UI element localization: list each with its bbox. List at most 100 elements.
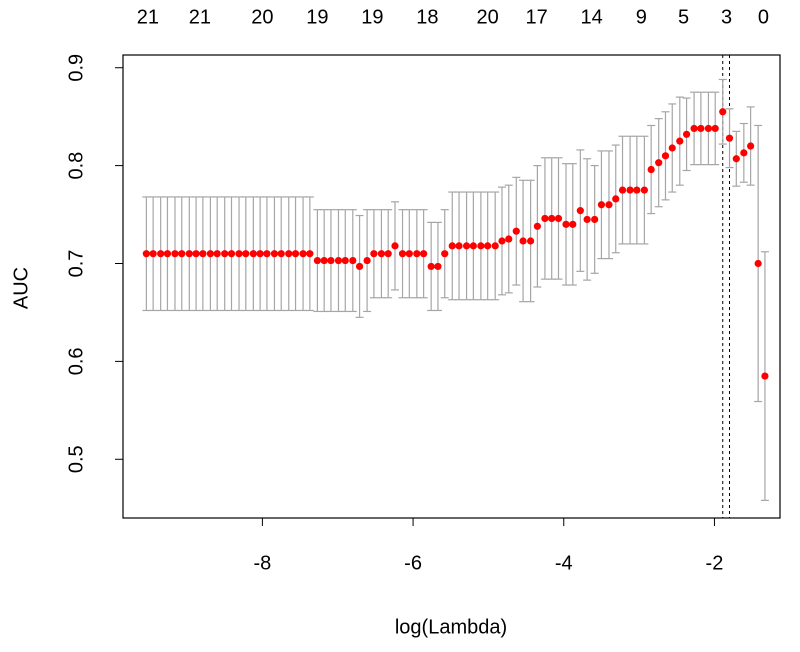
- point: [192, 250, 200, 258]
- top-axis-label: 19: [306, 6, 328, 28]
- x-axis-label: log(Lambda): [395, 616, 507, 638]
- point: [612, 195, 620, 203]
- point: [227, 250, 236, 258]
- top-axis-label: 17: [526, 6, 548, 28]
- top-axis-label: 14: [581, 6, 603, 28]
- point: [682, 130, 691, 138]
- top-axis-label: 21: [137, 6, 159, 28]
- point: [291, 250, 300, 258]
- point: [477, 242, 485, 250]
- point: [149, 250, 157, 258]
- top-axis-label: 21: [189, 6, 211, 28]
- point: [519, 237, 527, 245]
- point: [355, 262, 364, 271]
- point: [242, 250, 250, 258]
- point: [178, 250, 186, 258]
- x-tick-label: -6: [404, 552, 422, 574]
- plot-box: [122, 54, 781, 519]
- x-tick-label: -8: [253, 552, 271, 574]
- point: [270, 250, 279, 258]
- y-tick-label: 0.6: [65, 347, 87, 375]
- point: [334, 256, 343, 265]
- point: [725, 134, 734, 142]
- y-tick-label: 0.9: [65, 54, 87, 82]
- point: [562, 220, 570, 228]
- point: [313, 256, 321, 265]
- point: [761, 372, 769, 380]
- y-tick-label: 0.5: [65, 445, 87, 473]
- point: [633, 186, 641, 194]
- point: [704, 124, 713, 133]
- point: [719, 108, 727, 116]
- point: [448, 242, 456, 250]
- point: [263, 250, 271, 258]
- point: [384, 250, 392, 258]
- point: [668, 144, 676, 152]
- top-axis-label: 0: [758, 6, 769, 28]
- point: [185, 250, 193, 258]
- top-axis-label: 9: [636, 6, 647, 28]
- top-axis-label: 3: [721, 6, 732, 28]
- point: [142, 250, 150, 258]
- point: [377, 250, 386, 258]
- point: [299, 250, 307, 258]
- point: [455, 242, 463, 250]
- point: [541, 214, 549, 223]
- point: [221, 250, 229, 258]
- point: [661, 152, 670, 160]
- point: [732, 155, 740, 163]
- point: [597, 201, 606, 209]
- top-axis-label: 18: [416, 6, 438, 28]
- point: [505, 235, 513, 243]
- point: [655, 159, 663, 167]
- point: [469, 242, 477, 250]
- point: [235, 250, 243, 258]
- point: [591, 215, 599, 224]
- point: [618, 186, 627, 194]
- point: [583, 215, 591, 224]
- point: [527, 237, 535, 245]
- point: [554, 214, 563, 223]
- y-tick-label: 0.7: [65, 250, 87, 278]
- x-tick-label: -4: [555, 552, 573, 574]
- point: [157, 250, 165, 258]
- point: [647, 165, 655, 174]
- point: [285, 250, 293, 258]
- point: [163, 250, 172, 258]
- point: [427, 262, 435, 271]
- point: [349, 256, 357, 265]
- point: [569, 220, 577, 228]
- point: [320, 256, 328, 265]
- point: [363, 256, 371, 265]
- point: [213, 250, 221, 258]
- point: [405, 250, 413, 258]
- point: [327, 256, 335, 265]
- point: [306, 250, 314, 258]
- y-tick-label: 0.8: [65, 152, 87, 180]
- point: [740, 149, 748, 157]
- point: [491, 242, 499, 250]
- point: [605, 201, 613, 209]
- point: [277, 250, 285, 258]
- point: [697, 124, 705, 133]
- point: [256, 250, 264, 258]
- top-axis-label: 5: [678, 6, 689, 28]
- x-tick-label: -2: [706, 552, 724, 574]
- top-axis-label: 20: [477, 6, 499, 28]
- point: [498, 237, 506, 245]
- point: [413, 250, 421, 258]
- point: [533, 222, 541, 230]
- point: [249, 250, 257, 258]
- point: [711, 124, 719, 133]
- point: [370, 250, 378, 258]
- point: [391, 242, 399, 250]
- point: [676, 137, 684, 145]
- point: [690, 124, 698, 133]
- point: [171, 250, 179, 258]
- point: [206, 250, 214, 258]
- point: [434, 262, 442, 271]
- point: [747, 142, 755, 150]
- point: [512, 227, 520, 235]
- top-axis-label: 19: [361, 6, 383, 28]
